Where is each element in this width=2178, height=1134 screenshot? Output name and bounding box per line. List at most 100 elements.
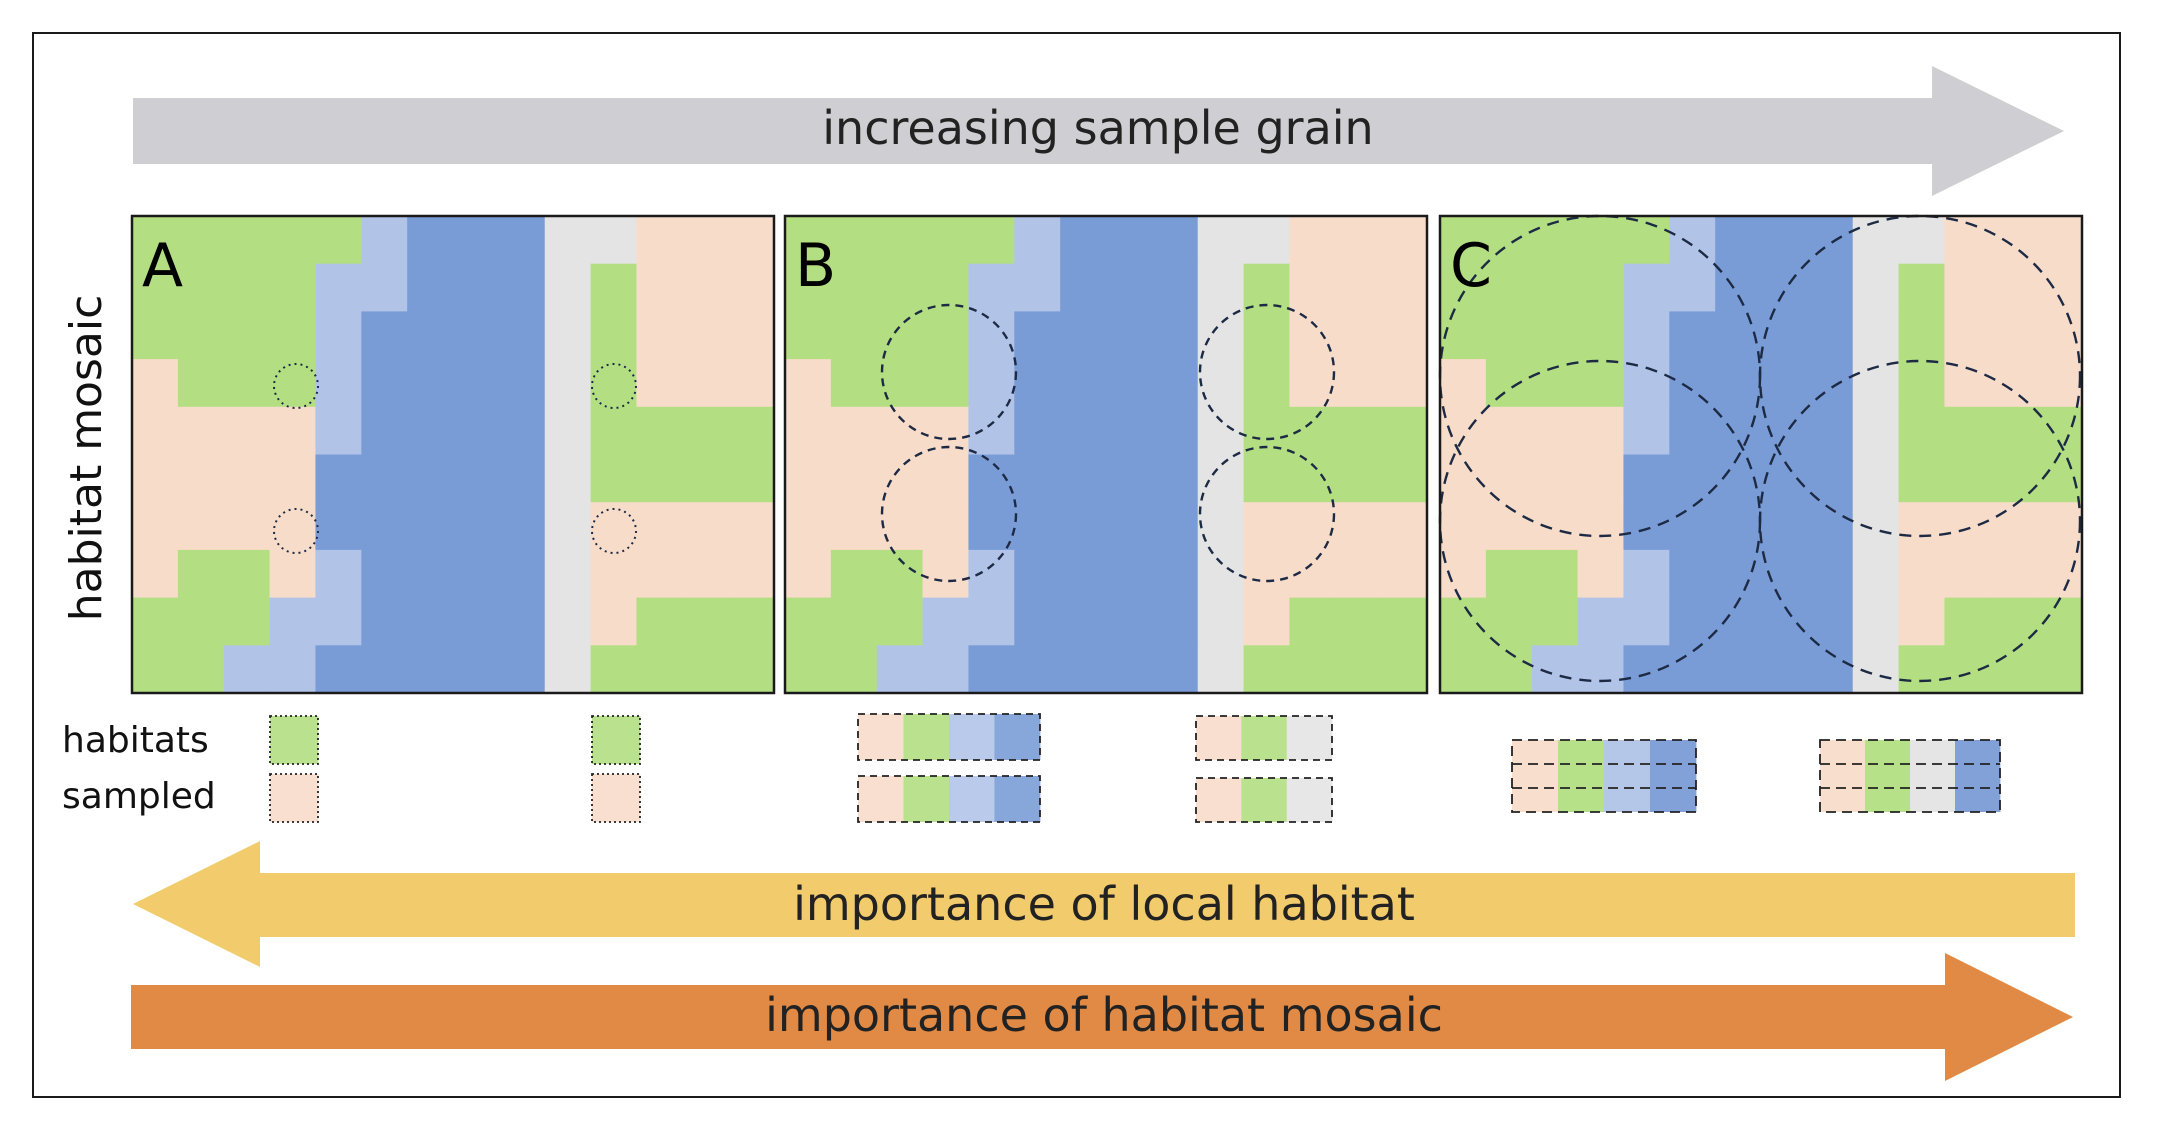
habitat-cell-salmon	[2036, 263, 2083, 312]
habitat-cell-green	[1531, 549, 1579, 599]
habitat-cell-gray	[544, 263, 592, 312]
habitat-cell-blue	[1106, 311, 1153, 360]
habitat-cell-green	[177, 216, 225, 265]
habitat-cell-salmon	[1898, 549, 1946, 599]
habitat-cell-green	[223, 311, 271, 360]
habitat-cell-blue	[1761, 311, 1808, 360]
habitat-cell-green	[1944, 406, 1991, 456]
habitat-cell-green	[785, 597, 832, 646]
habitat-cell-blue	[1060, 406, 1107, 456]
habitat-cell-gray	[1197, 311, 1245, 360]
local-habitat-arrow-label: importance of local habitat	[793, 877, 1415, 931]
habitat-cell-blue	[1106, 454, 1153, 503]
habitat-cell-salmon	[1243, 502, 1291, 551]
habitat-cell-blue	[1623, 502, 1670, 551]
habitat-cell-blue	[1715, 263, 1762, 312]
habitat-cell-green	[177, 645, 225, 694]
habitat-cell-salmon	[785, 406, 832, 456]
habitat-cell-green	[132, 311, 179, 360]
habitat-cell-salmon	[1381, 502, 1428, 551]
habitat-cell-salmon	[223, 454, 271, 503]
habitat-cell-salmon	[728, 359, 775, 408]
habitat-cell-blue	[1151, 263, 1199, 312]
habitat-cell-green	[830, 263, 878, 312]
habitat-cell-green	[1440, 645, 1487, 694]
habitat-cell-blue	[1806, 549, 1854, 599]
habitat-cell-green	[223, 263, 271, 312]
habitat-cell-blue	[1106, 359, 1153, 408]
sampled-set-2	[591, 715, 641, 765]
sample-circle	[273, 508, 319, 554]
habitat-cell-green	[968, 216, 1015, 265]
habitat-cell-blue	[1014, 502, 1061, 551]
habitat-cell-light-blue	[1623, 311, 1670, 360]
habitat-cell-green	[1243, 359, 1291, 408]
panel-letter: A	[142, 231, 183, 301]
habitat-cell-light-blue	[1623, 549, 1670, 599]
swatch-outline	[269, 773, 319, 823]
habitat-cell-blue	[315, 502, 362, 551]
habitat-cell-salmon	[269, 454, 317, 503]
habitat-cell-gray	[1852, 549, 1900, 599]
habitat-cell-light-blue	[968, 263, 1015, 312]
habitat-cell-light-blue	[269, 597, 317, 646]
habitat-cell-salmon	[1289, 311, 1336, 360]
habitat-cell-blue	[407, 311, 454, 360]
swatch-salmon	[1196, 778, 1242, 822]
habitat-cell-blue	[968, 645, 1015, 694]
sampled-set-10	[1819, 739, 2001, 813]
habitat-cell-salmon	[1577, 454, 1625, 503]
habitat-cell-green	[728, 597, 775, 646]
habitat-cell-green	[1335, 454, 1382, 503]
habitat-cell-blue	[1060, 502, 1107, 551]
habitat-cell-gray	[1197, 454, 1245, 503]
habitat-cell-blue	[1014, 549, 1061, 599]
sampled-set-7	[857, 775, 1041, 823]
habitat-cell-green	[1531, 311, 1579, 360]
habitat-cell-blue	[1761, 216, 1808, 265]
habitat-cell-green	[1381, 406, 1428, 456]
habitat-cell-blue	[498, 549, 546, 599]
habitat-cell-salmon	[177, 502, 225, 551]
habitat-cell-green	[728, 645, 775, 694]
habitat-cell-blue	[498, 311, 546, 360]
habitat-cell-blue	[498, 359, 546, 408]
habitat-cell-green	[1898, 406, 1946, 456]
habitat-cell-green	[177, 263, 225, 312]
habitat-cell-blue	[1761, 645, 1808, 694]
habitat-cell-salmon	[728, 549, 775, 599]
habitat-cell-blue	[407, 645, 454, 694]
habitat-cell-blue	[1761, 263, 1808, 312]
habitat-cell-blue	[1151, 359, 1199, 408]
habitat-cell-salmon	[1990, 263, 2037, 312]
swatch-blue	[994, 776, 1041, 822]
habitat-cell-blue	[1715, 645, 1762, 694]
habitat-cell-green	[876, 216, 924, 265]
habitat-cell-salmon	[636, 502, 683, 551]
habitat-cell-blue	[1060, 597, 1107, 646]
habitat-mosaic-arrow-label: importance of habitat mosaic	[765, 988, 1443, 1042]
habitat-cell-salmon	[1990, 549, 2037, 599]
sample-circle	[591, 363, 637, 409]
habitat-cell-salmon	[132, 454, 179, 503]
habitat-cell-blue	[1761, 502, 1808, 551]
habitat-cell-salmon	[1531, 502, 1579, 551]
habitat-cell-gray	[1852, 263, 1900, 312]
habitat-cell-green	[177, 549, 225, 599]
habitat-cell-gray	[544, 359, 592, 408]
habitat-cell-light-blue	[361, 263, 408, 312]
habitat-cell-gray	[1197, 597, 1245, 646]
habitat-cell-blue	[407, 406, 454, 456]
habitat-cell-green	[1898, 645, 1946, 694]
sample-circle	[273, 363, 319, 409]
habitat-cell-salmon	[922, 454, 970, 503]
habitat-cell-blue	[1014, 359, 1061, 408]
habitat-cell-salmon	[132, 502, 179, 551]
habitat-cell-green	[1289, 645, 1336, 694]
sample-circle	[1198, 445, 1336, 583]
habitat-cell-gray	[1852, 216, 1900, 265]
habitat-cell-green	[2036, 406, 2083, 456]
habitat-cell-green	[1898, 359, 1946, 408]
habitat-cell-salmon	[830, 406, 878, 456]
